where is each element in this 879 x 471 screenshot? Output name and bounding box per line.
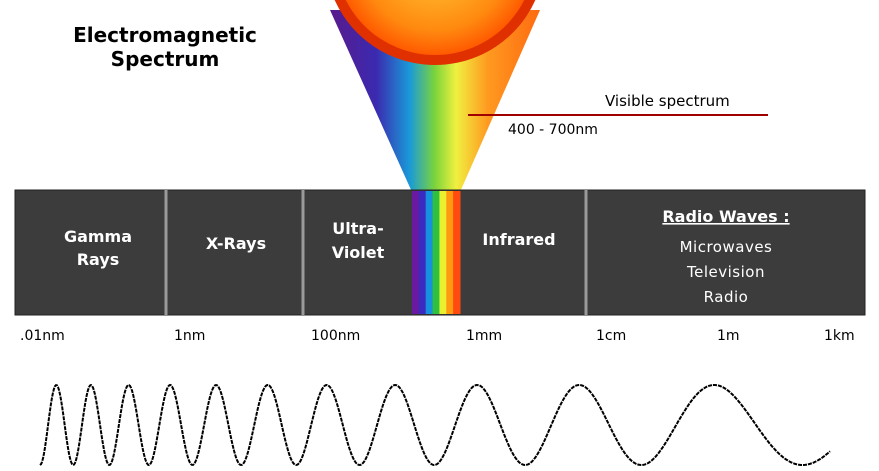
band-label: Microwaves <box>680 238 773 256</box>
stripe <box>412 191 420 314</box>
scale-label: 100nm <box>311 328 360 344</box>
band-label: X-Rays <box>206 234 266 253</box>
stripe <box>418 191 427 314</box>
scale-label: 1m <box>717 328 740 344</box>
wave <box>39 383 831 467</box>
scale-label: 1km <box>824 328 855 344</box>
band-label: Radio Waves : <box>662 207 789 226</box>
band-label: Rays <box>77 250 120 269</box>
scale-label: .01nm <box>20 328 65 344</box>
scale-label: 1nm <box>174 328 205 344</box>
visible-label: Visible spectrum <box>605 92 730 110</box>
band-label: Television <box>686 263 765 281</box>
visible-range: 400 - 700nm <box>508 122 598 138</box>
band-label: Gamma <box>64 227 132 246</box>
stripe <box>453 191 461 314</box>
visible-stripes <box>412 191 461 314</box>
band-label: Ultra- <box>332 219 383 238</box>
stripe <box>432 191 440 314</box>
stripe <box>425 191 434 314</box>
title-line: Electromagnetic <box>73 23 257 47</box>
dividers <box>164 190 588 315</box>
band-label: Infrared <box>482 230 555 249</box>
stripe <box>446 191 454 314</box>
light-cone <box>330 10 540 192</box>
stripe <box>439 191 447 314</box>
scale-label: 1cm <box>596 328 626 344</box>
band-label: Violet <box>332 243 385 262</box>
title-line: Spectrum <box>111 47 220 71</box>
sun <box>345 0 525 55</box>
band-label: Radio <box>704 288 749 306</box>
scale-label: 1mm <box>466 328 502 344</box>
